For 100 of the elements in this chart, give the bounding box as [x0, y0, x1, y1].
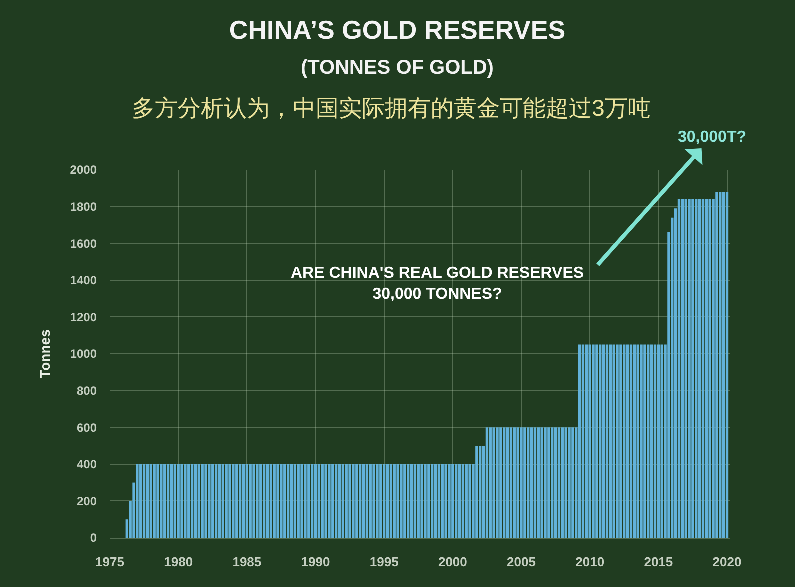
- bar: [246, 464, 249, 538]
- bar: [218, 464, 222, 538]
- y-tick-label: 0: [90, 531, 98, 546]
- bar: [684, 199, 688, 538]
- bar: [328, 464, 331, 538]
- bar: [334, 464, 338, 538]
- bar: [650, 344, 654, 538]
- bar: [386, 464, 390, 538]
- bar: [534, 428, 537, 538]
- bar: [489, 428, 492, 538]
- bar: [238, 464, 242, 538]
- bar: [228, 464, 232, 538]
- bar: [177, 464, 180, 538]
- bar: [554, 428, 558, 538]
- bar: [404, 464, 406, 538]
- y-tick-label: 1400: [70, 274, 98, 288]
- bar: [342, 464, 345, 538]
- x-tick-label: 2010: [576, 554, 605, 570]
- bar: [438, 464, 441, 538]
- bar: [212, 464, 214, 538]
- bar: [681, 199, 684, 538]
- bar: [585, 344, 588, 538]
- bar: [284, 464, 286, 538]
- bar: [424, 464, 427, 538]
- y-tick-label: 200: [76, 494, 98, 508]
- bar: [166, 464, 170, 538]
- bar: [369, 464, 372, 538]
- bar: [636, 344, 640, 538]
- bar: [468, 464, 472, 538]
- x-tick-label: 1980: [164, 554, 194, 570]
- bar: [204, 464, 208, 538]
- y-tick-label: 1200: [70, 310, 98, 324]
- bar: [236, 464, 238, 538]
- bar: [324, 464, 328, 538]
- bar: [242, 464, 246, 538]
- bar: [630, 344, 633, 538]
- bar: [310, 464, 314, 538]
- bar: [208, 464, 211, 538]
- bar: [428, 464, 430, 538]
- bar: [524, 428, 526, 538]
- bar: [156, 464, 160, 538]
- bar: [345, 464, 348, 538]
- bar: [174, 464, 176, 538]
- bar: [362, 464, 366, 538]
- bar: [722, 192, 726, 538]
- bar: [150, 464, 152, 538]
- text: 30,000T?: [678, 129, 746, 146]
- bar: [462, 464, 465, 538]
- bar: [513, 428, 516, 538]
- bar: [537, 428, 540, 538]
- bar: [476, 446, 478, 538]
- bar: [390, 464, 393, 538]
- bar: [544, 428, 547, 538]
- bar: [136, 464, 139, 538]
- bar: [530, 428, 534, 538]
- bar: [252, 464, 256, 538]
- bar: [314, 464, 318, 538]
- bar: [623, 344, 626, 538]
- bar: [273, 464, 276, 538]
- bar: [441, 464, 444, 538]
- bar: [393, 464, 396, 538]
- bar: [170, 464, 174, 538]
- y-tick-label: 600: [76, 420, 98, 435]
- bar: [417, 464, 420, 538]
- bar: [596, 344, 598, 538]
- bar: [188, 464, 190, 538]
- bar: [599, 344, 602, 538]
- bar: [455, 464, 458, 538]
- bar: [146, 464, 150, 538]
- y-tick-label: 1600: [70, 236, 98, 251]
- bar: [452, 464, 454, 538]
- bar: [304, 464, 307, 538]
- bar: [140, 464, 142, 538]
- bar: [260, 464, 262, 538]
- bar: [695, 199, 698, 538]
- bar: [516, 428, 520, 538]
- bar: [256, 464, 259, 538]
- bar: [500, 428, 502, 538]
- bar: [705, 199, 708, 538]
- bar: [551, 428, 554, 538]
- bar: [510, 428, 513, 538]
- y-axis-title: Tonnes: [36, 329, 53, 378]
- x-tick-label: 2000: [438, 554, 468, 570]
- bar: [486, 428, 489, 538]
- bar: [626, 344, 630, 538]
- text: 多方分析认为，中国实际拥有的黄金可能超过3万吨: [132, 95, 651, 121]
- y-tick-label: 2000: [70, 163, 98, 178]
- bar: [444, 464, 448, 538]
- bar: [300, 464, 304, 538]
- bar: [280, 464, 283, 538]
- x-tick-label: 2020: [712, 554, 742, 570]
- bar: [702, 199, 705, 538]
- bar: [520, 428, 523, 538]
- y-tick-label: 800: [76, 384, 98, 398]
- bar: [194, 464, 198, 538]
- x-tick-label: 1990: [301, 554, 330, 570]
- bar: [276, 464, 280, 538]
- bar: [612, 344, 616, 538]
- bar: [297, 464, 300, 538]
- bar: [225, 464, 228, 538]
